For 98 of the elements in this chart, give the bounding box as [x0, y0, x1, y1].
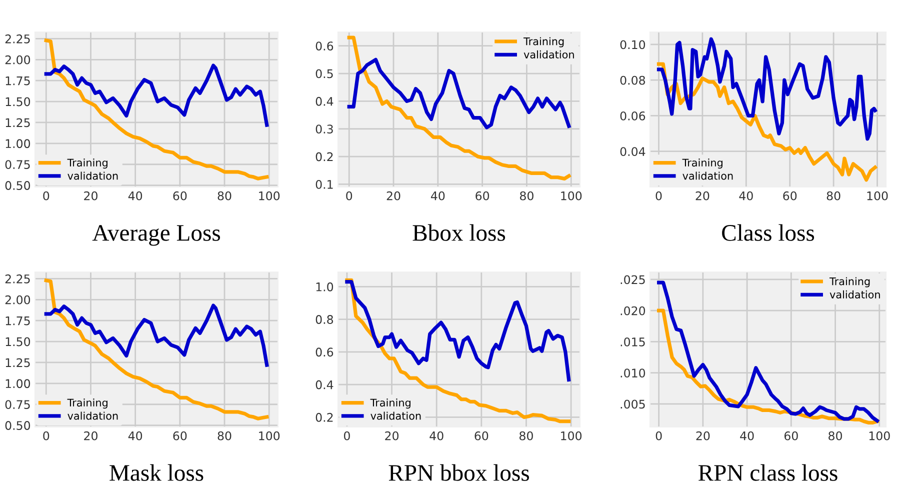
x-tick-label: 80 [520, 431, 533, 440]
y-tick-label: 1.00 [6, 379, 30, 388]
legend-label: validation [68, 172, 118, 180]
y-tick-label: 2.00 [5, 295, 30, 304]
x-tick-label: 80 [826, 191, 840, 200]
line-series [44, 278, 269, 420]
y-tick-label: 1.75 [6, 316, 30, 326]
x-tick-label: 20 [385, 431, 399, 440]
x-tick-label: 60 [173, 431, 187, 440]
x-tick-label: 60 [474, 431, 488, 440]
x-tick-label: 60 [784, 431, 798, 440]
line-series [345, 280, 571, 382]
y-tick-label: 0.3 [316, 124, 333, 134]
y-tick-label: 1.00 [6, 139, 30, 148]
y-tick-label: 0.06 [620, 111, 646, 120]
y-tick-label: 2.25 [5, 274, 30, 284]
y-tick-label: 0.4 [316, 96, 334, 106]
x-tick-label: 0 [43, 191, 50, 200]
legend-label: validation [682, 172, 733, 180]
y-tick-label: 0.75 [5, 160, 30, 170]
legend-label: Training [829, 277, 870, 288]
y-tick-label: 0.8 [316, 315, 334, 324]
x-tick-label: 40 [740, 431, 754, 440]
line-series [347, 58, 571, 130]
y-tick-label: .005 [620, 400, 645, 409]
x-tick-label: 0 [43, 431, 50, 440]
y-tick-label: 0.5 [316, 69, 333, 78]
y-tick-label: 2.25 [5, 34, 30, 44]
x-tick-label: 40 [739, 191, 753, 200]
y-tick-label: 0.2 [316, 152, 333, 162]
legend-label: validation [524, 50, 574, 58]
y-tick-label: 0.1 [316, 180, 333, 189]
y-tick-label: 0.50 [5, 421, 30, 430]
y-tick-label: 0.2 [316, 412, 333, 422]
y-tick-label: .015 [620, 337, 645, 346]
y-tick-label: 0.75 [5, 400, 30, 410]
x-tick-label: 100 [561, 431, 582, 440]
x-tick-label: 100 [561, 191, 582, 200]
x-tick-label: 100 [259, 191, 280, 200]
y-tick-label: 0.50 [5, 181, 30, 190]
y-tick-label: 0.04 [620, 147, 646, 156]
y-tick-label: 0.6 [316, 348, 334, 357]
y-tick-label: 1.75 [6, 76, 30, 86]
x-tick-label: 40 [128, 191, 142, 200]
line-series [44, 304, 269, 367]
y-tick-label: 1.50 [6, 337, 30, 346]
y-tick-label: 1.25 [6, 358, 30, 368]
x-tick-label: 100 [259, 431, 280, 440]
x-tick-label: 20 [696, 191, 710, 200]
text: RPN bbox loss [388, 464, 529, 481]
legend-label: Training [682, 158, 722, 169]
text: Class loss [722, 224, 814, 241]
y-tick-label: .020 [620, 306, 646, 316]
x-tick-label: 80 [520, 191, 534, 200]
x-tick-label: 100 [867, 191, 888, 200]
y-tick-label: 0.6 [316, 42, 334, 50]
line-series [656, 62, 877, 182]
x-tick-label: 20 [386, 191, 400, 200]
x-tick-label: 0 [344, 431, 350, 440]
legend-label: validation [370, 412, 421, 420]
text: Bbox loss [412, 224, 506, 241]
text: RPN class loss [698, 464, 838, 481]
y-tick-label: .025 [620, 275, 645, 284]
x-tick-label: 40 [430, 191, 445, 200]
x-tick-label: 0 [656, 191, 662, 200]
y-tick-label: 0.08 [620, 76, 646, 85]
x-tick-label: 80 [828, 431, 842, 440]
line-series [44, 38, 269, 180]
x-tick-label: 20 [84, 191, 98, 200]
x-tick-label: 0 [656, 431, 662, 440]
x-tick-label: 100 [869, 431, 890, 440]
y-tick-label: 0.4 [316, 380, 334, 390]
text: Mask loss [110, 464, 204, 481]
x-tick-label: 60 [173, 191, 187, 200]
y-tick-label: 0.10 [620, 40, 646, 50]
x-tick-label: 0 [346, 191, 352, 200]
line-series [656, 37, 877, 141]
x-tick-label: 40 [430, 431, 444, 440]
y-tick-label: 1.50 [6, 97, 30, 106]
legend-label: validation [830, 290, 880, 298]
y-tick-label: 1.25 [6, 118, 30, 128]
x-tick-label: 60 [476, 191, 490, 200]
x-tick-label: 60 [783, 191, 797, 200]
legend-label: Training [523, 37, 564, 48]
legend-label: Training [67, 398, 108, 409]
y-tick-label: .010 [620, 368, 646, 378]
x-tick-label: 80 [218, 431, 232, 440]
legend-label: validation [68, 412, 118, 420]
y-tick-label: 2.00 [5, 55, 30, 64]
legend-label: Training [67, 158, 108, 169]
y-tick-label: 1.0 [316, 282, 334, 292]
line-series [44, 64, 269, 127]
x-tick-label: 20 [84, 431, 98, 440]
x-tick-label: 20 [696, 431, 710, 440]
x-tick-label: 40 [128, 431, 142, 440]
legend-label: Training [370, 398, 410, 409]
text: Average Loss [92, 225, 220, 246]
x-tick-label: 80 [218, 191, 232, 200]
